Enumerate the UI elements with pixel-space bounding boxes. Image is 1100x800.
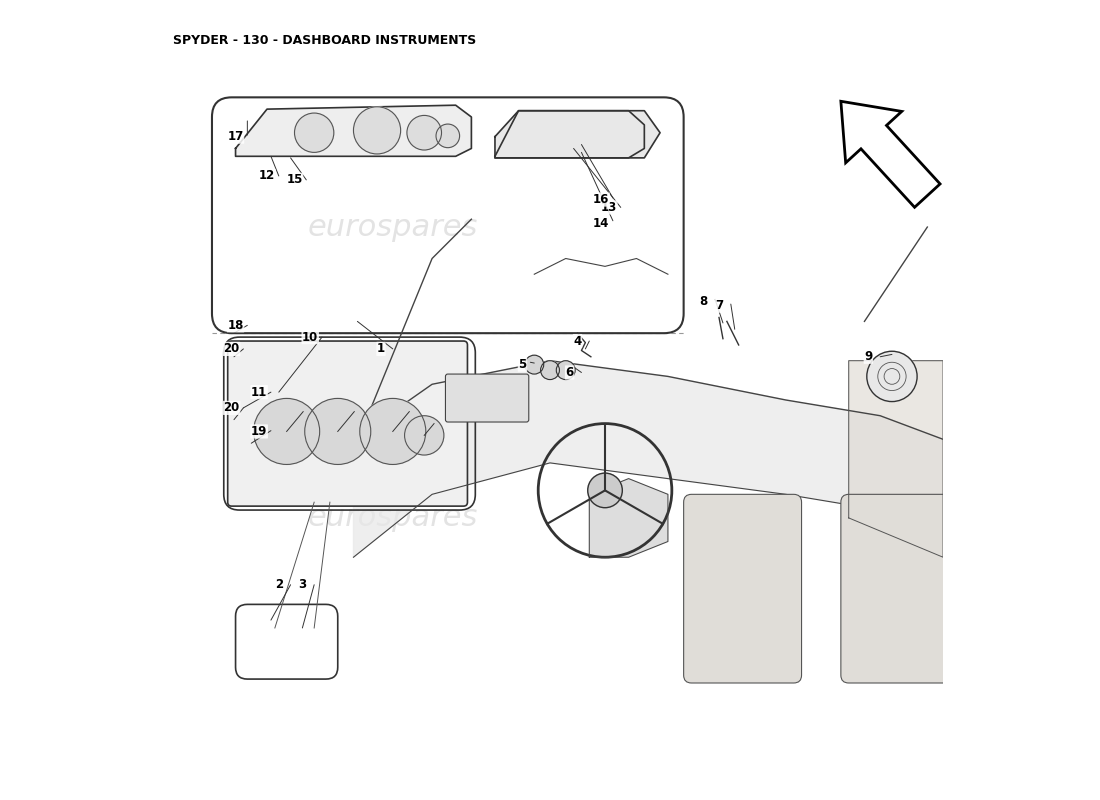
Circle shape — [525, 355, 543, 374]
Text: 4: 4 — [573, 334, 582, 347]
Text: 11: 11 — [251, 386, 267, 398]
Circle shape — [360, 398, 426, 465]
Text: 20: 20 — [223, 342, 240, 355]
Text: 7: 7 — [715, 299, 723, 312]
FancyBboxPatch shape — [228, 341, 468, 506]
Text: 18: 18 — [228, 319, 244, 332]
Text: 19: 19 — [251, 425, 267, 438]
Polygon shape — [235, 106, 472, 156]
Text: 17: 17 — [228, 130, 244, 143]
Circle shape — [407, 115, 441, 150]
Polygon shape — [840, 102, 940, 207]
Polygon shape — [849, 361, 943, 558]
Polygon shape — [590, 478, 668, 558]
Text: 12: 12 — [258, 170, 275, 182]
Text: SPYDER - 130 - DASHBOARD INSTRUMENTS: SPYDER - 130 - DASHBOARD INSTRUMENTS — [173, 34, 476, 47]
Text: 13: 13 — [601, 201, 617, 214]
Text: 14: 14 — [593, 217, 609, 230]
Polygon shape — [353, 361, 943, 558]
Text: 8: 8 — [700, 295, 707, 308]
Text: eurospares: eurospares — [308, 503, 478, 533]
Text: 20: 20 — [223, 402, 240, 414]
Circle shape — [540, 361, 560, 379]
Polygon shape — [495, 110, 660, 158]
FancyBboxPatch shape — [683, 494, 802, 683]
Text: 15: 15 — [286, 174, 302, 186]
Circle shape — [436, 124, 460, 148]
FancyBboxPatch shape — [840, 494, 959, 683]
Circle shape — [405, 416, 444, 455]
FancyBboxPatch shape — [446, 374, 529, 422]
Text: 9: 9 — [865, 350, 872, 363]
Circle shape — [353, 106, 400, 154]
Text: 3: 3 — [298, 578, 307, 591]
Circle shape — [587, 473, 623, 508]
Circle shape — [867, 351, 917, 402]
Circle shape — [295, 113, 333, 152]
Text: 16: 16 — [593, 193, 609, 206]
Text: 6: 6 — [565, 366, 574, 379]
Circle shape — [305, 398, 371, 465]
Text: 5: 5 — [518, 358, 527, 371]
Text: eurospares: eurospares — [308, 213, 478, 242]
Circle shape — [254, 398, 320, 465]
Circle shape — [557, 361, 575, 379]
Polygon shape — [495, 110, 645, 158]
Text: 2: 2 — [275, 578, 283, 591]
Text: 10: 10 — [302, 330, 318, 344]
Text: 1: 1 — [377, 342, 385, 355]
